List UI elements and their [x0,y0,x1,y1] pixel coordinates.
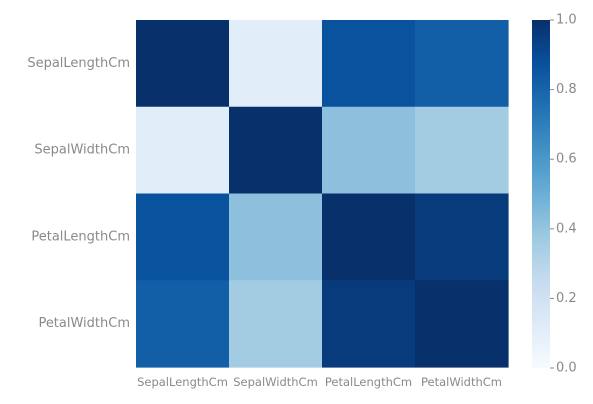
colorbar-ticks: 0.0 0.2 0.4 0.6 0.8 1.0 [550,13,577,376]
heatmap-cell-1-3 [415,106,509,195]
heatmap-cell-3-3 [415,280,509,368]
x-tick-label: SepalWidthCm [233,375,318,389]
y-tick-label: SepalWidthCm [34,143,130,158]
x-tick-label: SepalLengthCm [137,375,228,389]
heatmap-cell-3-0 [136,280,230,368]
heatmap-cell-2-3 [415,193,509,281]
y-tick-label: PetalLengthCm [31,229,130,244]
y-tick-label: SepalLengthCm [27,56,130,71]
colorbar [532,20,550,368]
colorbar-tick-label: 0.2 [556,291,577,306]
heatmap-cells [136,20,509,368]
x-tick-label: PetalWidthCm [421,375,502,389]
heatmap-cell-0-1 [229,20,323,108]
heatmap-cell-2-2 [322,193,416,281]
colorbar-tick-label: 1.0 [556,13,577,28]
heatmap-cell-0-0 [136,20,230,108]
colorbar-tick-label: 0.6 [556,152,577,167]
heatmap-cell-0-3 [415,20,509,108]
x-tick-label: PetalLengthCm [325,375,412,389]
heatmap-cell-3-2 [322,280,416,368]
heatmap-cell-0-2 [322,20,416,108]
colorbar-tick-label: 0.4 [556,221,577,236]
heatmap-cell-1-1 [229,106,323,195]
colorbar-tick-label: 0.0 [556,361,577,376]
colorbar-tick-label: 0.8 [556,82,577,97]
x-tick-labels: SepalLengthCm SepalWidthCm PetalLengthCm Pe… [137,375,502,389]
heatmap-cell-1-2 [322,106,416,195]
heatmap-cell-1-0 [136,106,230,195]
heatmap-cell-3-1 [229,280,323,368]
heatmap-cell-2-0 [136,193,230,281]
y-tick-label: PetalWidthCm [38,316,130,331]
y-tick-labels: SepalLengthCm SepalWidthCm PetalLengthCm Pe… [27,56,130,331]
heatmap-cell-2-1 [229,193,323,281]
